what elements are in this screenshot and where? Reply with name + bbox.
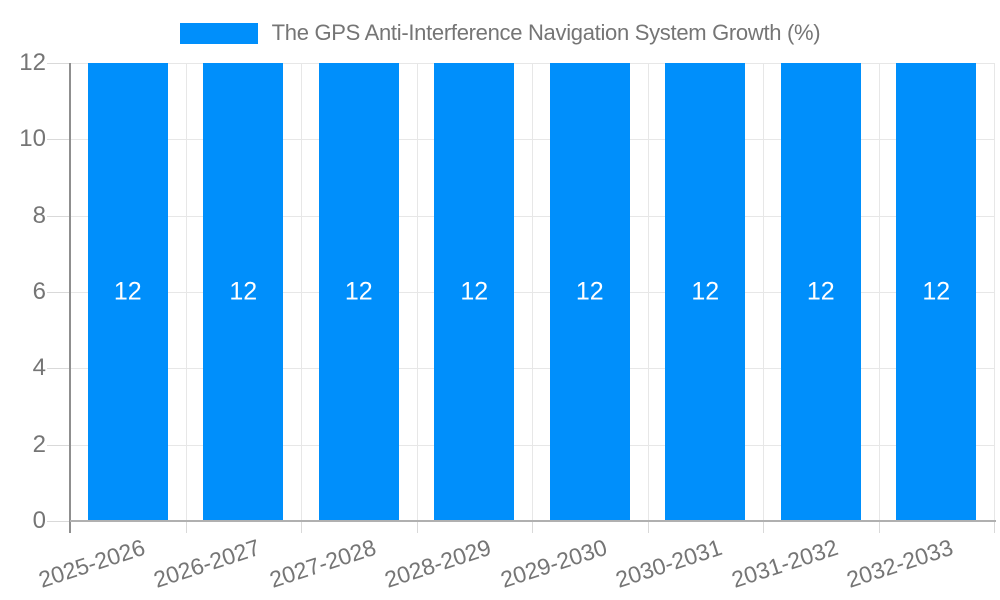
bar-value-label: 12 — [344, 277, 373, 306]
x-gridline — [994, 63, 995, 521]
legend-item-series[interactable]: The GPS Anti-Interference Navigation Sys… — [179, 20, 821, 46]
bar-value-label: 12 — [806, 277, 835, 306]
bar[interactable]: 12 — [896, 63, 977, 521]
bar-value-label: 12 — [691, 277, 720, 306]
y-axis-tick-label: 12 — [19, 49, 46, 76]
bar[interactable]: 12 — [665, 63, 746, 521]
x-axis-category-label: 2025-2026 — [35, 534, 148, 593]
y-axis-tick-label: 2 — [32, 430, 46, 458]
x-gridline — [763, 63, 764, 521]
bar[interactable]: 12 — [434, 63, 515, 521]
bar-value-label: 12 — [575, 277, 604, 306]
y-axis-tick-label: 6 — [32, 278, 46, 305]
x-axis-category-label: 2028-2029 — [381, 534, 495, 593]
y-tick-mark — [47, 368, 70, 370]
y-tick-mark — [47, 444, 70, 446]
x-tick-mark — [763, 522, 764, 533]
bar[interactable]: 12 — [87, 63, 168, 521]
y-tick-mark — [47, 292, 70, 293]
x-axis-category-label: 2032-2033 — [843, 534, 957, 593]
x-tick-mark — [301, 522, 302, 533]
x-axis-line — [70, 520, 996, 522]
x-axis-category-label: 2031-2032 — [728, 534, 841, 593]
x-tick-mark — [878, 522, 880, 533]
y-axis-tick-label: 10 — [19, 125, 46, 153]
x-axis-category-label: 2027-2028 — [266, 534, 379, 593]
bar-value-label: 12 — [460, 277, 489, 306]
y-tick-mark — [47, 63, 70, 64]
y-axis-line — [69, 63, 71, 533]
x-tick-mark — [647, 522, 649, 533]
x-tick-mark — [416, 522, 418, 533]
chart-legend: The GPS Anti-Interference Navigation Sys… — [0, 20, 1000, 46]
x-gridline — [301, 63, 302, 521]
bar[interactable]: 12 — [780, 63, 861, 521]
bar[interactable]: 12 — [318, 63, 399, 521]
legend-swatch-icon — [179, 22, 258, 44]
x-tick-mark — [532, 522, 533, 533]
legend-series-label: The GPS Anti-Interference Navigation Sys… — [271, 20, 821, 45]
x-tick-mark — [994, 522, 995, 533]
x-gridline — [416, 63, 418, 521]
bar[interactable]: 12 — [549, 63, 630, 521]
bar[interactable]: 12 — [203, 63, 284, 521]
bar-value-label: 12 — [229, 277, 258, 306]
x-axis-category-label: 2030-2031 — [612, 534, 726, 593]
y-tick-mark — [47, 139, 70, 141]
x-gridline — [532, 63, 533, 521]
y-axis-tick-label: 4 — [32, 354, 46, 382]
x-tick-mark — [185, 522, 187, 533]
x-gridline — [185, 63, 187, 521]
plot-area: 12 12 12 12 12 12 12 12 — [70, 63, 995, 522]
y-axis-tick-label: 8 — [32, 201, 46, 229]
y-axis-tick-label: 0 — [32, 507, 46, 534]
x-axis-category-label: 2026-2027 — [150, 534, 264, 593]
x-gridline — [878, 63, 880, 521]
y-tick-mark — [47, 521, 70, 522]
x-gridline — [647, 63, 649, 521]
y-tick-mark — [47, 215, 70, 217]
x-axis-category-label: 2029-2030 — [497, 534, 610, 593]
bar-value-label: 12 — [113, 277, 142, 306]
bar-value-label: 12 — [922, 277, 951, 306]
